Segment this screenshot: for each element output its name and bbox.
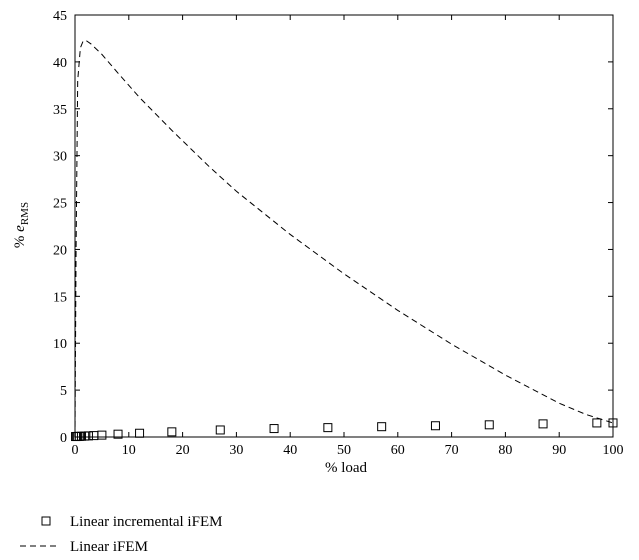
legend: Linear incremental iFEM Linear iFEM (20, 514, 222, 555)
y-tick-label: 5 (60, 384, 67, 399)
data-point-linear-incremental-ifem (377, 422, 387, 432)
y-tick-label: 35 (53, 103, 67, 118)
data-point-linear-incremental-ifem (323, 423, 333, 433)
x-tick-label: 60 (391, 443, 405, 458)
x-axis-title: % load (325, 460, 368, 476)
y-tick-label: 10 (53, 337, 67, 352)
data-point-linear-incremental-ifem (592, 418, 602, 428)
data-point-linear-incremental-ifem (89, 431, 99, 441)
legend-label-linear-ifem: Linear iFEM (70, 539, 148, 555)
data-point-linear-incremental-ifem (135, 428, 145, 438)
y-tick-label: 15 (53, 290, 67, 305)
x-tick-label: 30 (229, 443, 243, 458)
y-axis-title: % eRMS (12, 202, 31, 248)
data-point-linear-incremental-ifem (97, 430, 107, 440)
legend-label-linear-incremental-ifem: Linear incremental iFEM (70, 514, 222, 530)
x-tick-label: 80 (498, 443, 512, 458)
x-tick-label: 50 (337, 443, 351, 458)
series-line-linear-ifem (74, 39, 614, 438)
data-point-linear-incremental-ifem (430, 421, 440, 431)
x-tick-label: 90 (552, 443, 566, 458)
x-tick-label: 0 (72, 443, 79, 458)
y-tick-label: 25 (53, 197, 67, 212)
y-tick-label: 20 (53, 243, 67, 258)
x-tick-label: 100 (603, 443, 624, 458)
x-tick-label: 10 (122, 443, 136, 458)
data-point-linear-incremental-ifem (484, 420, 494, 430)
y-tick-label: 45 (53, 9, 67, 24)
plot-frame (74, 14, 614, 438)
data-point-linear-incremental-ifem (113, 429, 123, 439)
data-point-linear-incremental-ifem (167, 427, 177, 437)
x-tick-label: 70 (445, 443, 459, 458)
data-point-linear-incremental-ifem (269, 424, 279, 434)
data-point-linear-incremental-ifem (215, 425, 225, 435)
y-tick-label: 40 (53, 56, 67, 71)
legend-marker-linear-incremental-ifem (41, 516, 51, 526)
data-point-linear-incremental-ifem (538, 419, 548, 429)
y-tick-label: 30 (53, 150, 67, 165)
y-tick-label: 0 (60, 431, 67, 446)
x-tick-label: 40 (283, 443, 297, 458)
data-point-linear-incremental-ifem (83, 431, 93, 441)
plot-area (71, 39, 618, 442)
axes: 0 10 20 30 40 50 60 70 80 90 100 0 5 10 15 20 25 30 35 40 45 (53, 9, 624, 458)
x-tick-label: 20 (176, 443, 190, 458)
